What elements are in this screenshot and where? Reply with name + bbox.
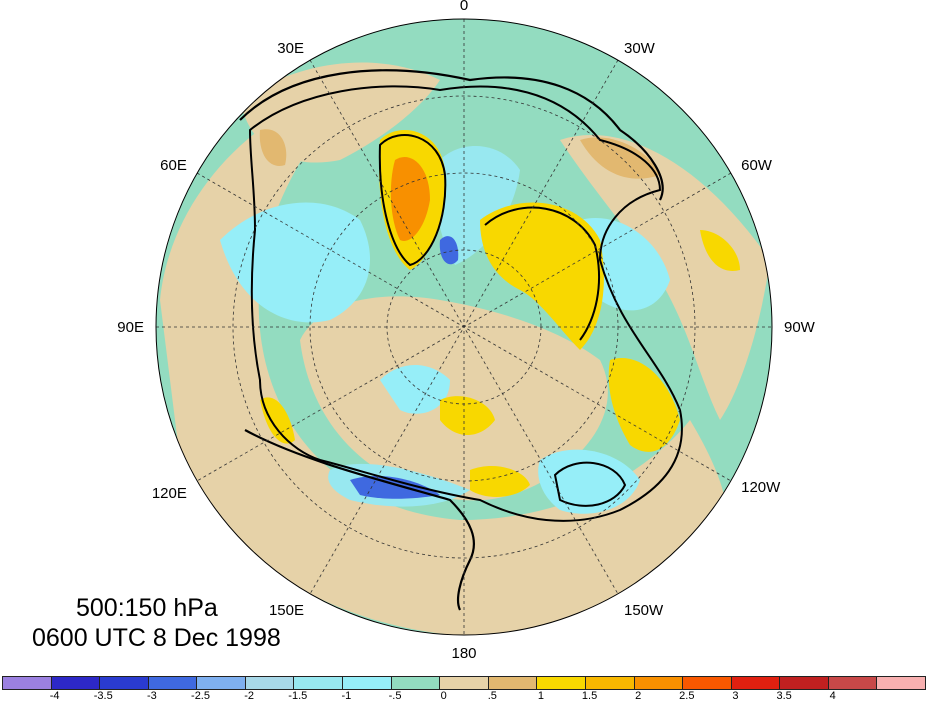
colorbar-swatch xyxy=(731,677,781,689)
colorbar-label: -2 xyxy=(244,690,255,702)
colorbar-label: 2 xyxy=(635,690,642,702)
colorbar-swatch xyxy=(100,677,149,689)
timestamp-caption: 0600 UTC 8 Dec 1998 xyxy=(32,624,281,652)
colorbar-swatch xyxy=(343,677,392,689)
longitude-labels: 0 30W 60W 90W 120W 150W 180 150E 120E 90E 60E 30E xyxy=(117,0,815,662)
colorbar-swatch xyxy=(148,677,198,689)
colorbar-swatch xyxy=(828,677,878,689)
colorbar-swatch xyxy=(294,677,344,689)
colorbar-swatch xyxy=(51,677,101,689)
colorbar-label: -.5 xyxy=(388,690,402,702)
longitude-label: 60E xyxy=(160,157,187,174)
longitude-label: 90E xyxy=(117,319,144,336)
pressure-levels-caption: 500:150 hPa xyxy=(76,594,218,622)
colorbar-swatch xyxy=(780,677,829,689)
colorbar-label: -3 xyxy=(147,690,157,702)
longitude-label: 150E xyxy=(269,602,304,619)
colorbar-label: .5 xyxy=(487,690,497,702)
colorbar-swatch xyxy=(197,677,246,689)
longitude-label: 90W xyxy=(784,319,816,336)
colorbar-swatch xyxy=(440,677,489,689)
map-boundary xyxy=(155,18,773,636)
colorbar-swatch xyxy=(488,677,538,689)
colorbar-label: -2.5 xyxy=(191,690,210,702)
colorbar-label: 3.5 xyxy=(776,690,792,702)
colorbar xyxy=(2,676,926,690)
colorbar-label: 3 xyxy=(732,690,739,702)
longitude-label: 60W xyxy=(741,157,773,174)
longitude-label: 30W xyxy=(624,40,656,57)
colorbar-label: -1 xyxy=(341,690,352,702)
colorbar-label: -4 xyxy=(49,690,60,702)
longitude-label: 120W xyxy=(741,479,781,496)
longitude-label: 120E xyxy=(152,485,187,502)
colorbar-swatch xyxy=(537,677,586,689)
colorbar-swatch xyxy=(683,677,732,689)
longitude-label: 150W xyxy=(624,602,664,619)
colorbar-labels: -4 -3.5 -3 -2.5 -2 -1.5 -1 -.5 0 .5 1 1.5 2 2.5 3 3.5 4 xyxy=(0,690,928,702)
colorbar-swatch xyxy=(3,677,52,689)
longitude-label: 180 xyxy=(451,645,476,662)
longitude-label: 0 xyxy=(460,0,468,14)
colorbar-label: 0 xyxy=(440,690,447,702)
colorbar-swatch xyxy=(245,677,295,689)
colorbar-swatch xyxy=(877,677,925,689)
colorbar-swatch xyxy=(634,677,684,689)
colorbar-label: 1 xyxy=(537,690,544,702)
graticule xyxy=(156,19,772,635)
contour-lines xyxy=(239,69,683,611)
colorbar-swatch xyxy=(585,677,635,689)
longitude-label: 30E xyxy=(277,40,304,57)
colorbar-label: 2.5 xyxy=(679,690,695,702)
colorbar-label: 1.5 xyxy=(581,690,598,702)
colorbar-label: -3.5 xyxy=(93,690,113,702)
colorbar-label: 4 xyxy=(829,690,836,702)
colorbar-swatch xyxy=(391,677,441,689)
colorbar-label: -1.5 xyxy=(288,690,308,702)
